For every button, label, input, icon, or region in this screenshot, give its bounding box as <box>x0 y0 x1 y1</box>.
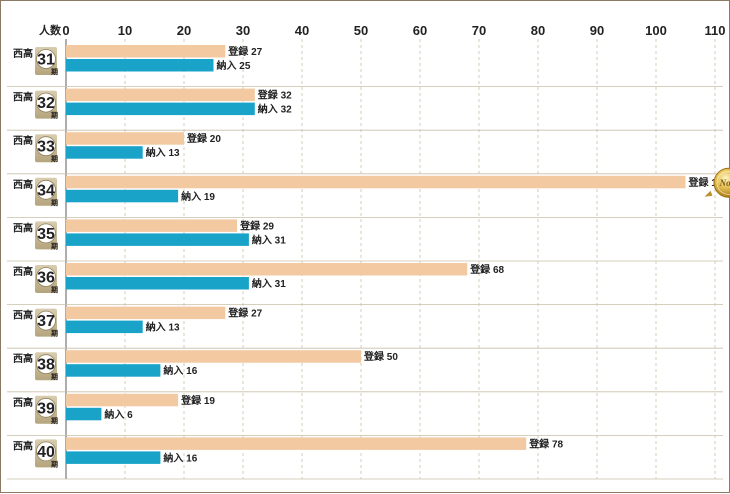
registered-bar <box>66 394 178 407</box>
term-suffix: 期 <box>51 372 58 381</box>
paid-bar <box>66 190 178 203</box>
paid-bar <box>66 364 160 377</box>
paid-bar <box>66 321 143 334</box>
school-label: 西高 <box>13 309 33 322</box>
x-tick-label: 110 <box>705 23 726 38</box>
term-suffix: 期 <box>51 67 58 76</box>
registered-data-label: 登録 78 <box>528 437 563 450</box>
registered-bar <box>66 307 225 320</box>
registered-bar <box>66 176 686 189</box>
paid-bar <box>66 59 214 72</box>
x-tick-label: 50 <box>354 23 368 38</box>
school-label: 西高 <box>13 352 33 365</box>
term-number: 37 <box>37 313 55 330</box>
term-number: 33 <box>37 139 55 156</box>
paid-data-label: 納入 16 <box>163 451 197 464</box>
registered-data-label: 登録 32 <box>257 89 292 102</box>
paid-data-label: 納入 19 <box>181 190 215 203</box>
x-tick-label: 20 <box>177 23 191 38</box>
school-label: 西高 <box>13 396 33 409</box>
term-suffix: 期 <box>51 329 58 338</box>
paid-data-label: 納入 13 <box>146 321 180 334</box>
x-tick-label: 90 <box>590 23 604 38</box>
registered-bar <box>66 89 255 102</box>
paid-data-label: 納入 31 <box>252 233 286 246</box>
paid-bar <box>66 103 255 116</box>
x-tick-label: 60 <box>413 23 427 38</box>
term-suffix: 期 <box>51 459 58 468</box>
term-suffix: 期 <box>51 198 58 207</box>
paid-data-label: 納入 6 <box>104 408 133 421</box>
x-tick-label: 30 <box>236 23 250 38</box>
registered-bar <box>66 132 184 145</box>
paid-data-label: 納入 32 <box>258 103 292 116</box>
medal-text: No.1 <box>719 178 730 188</box>
school-label: 西高 <box>13 178 33 191</box>
term-number: 35 <box>37 226 55 243</box>
paid-bar <box>66 451 160 464</box>
paid-bar <box>66 146 143 159</box>
registered-data-label: 登録 19 <box>180 394 215 407</box>
x-tick-label: 80 <box>531 23 545 38</box>
registered-bar <box>66 219 237 232</box>
paid-bar <box>66 233 249 246</box>
school-label: 西高 <box>13 91 33 104</box>
term-number: 40 <box>37 444 55 461</box>
registered-bar <box>66 45 225 58</box>
term-number: 31 <box>37 52 55 69</box>
registered-bar <box>66 350 361 363</box>
registered-data-label: 登録 27 <box>227 45 262 58</box>
paid-data-label: 納入 31 <box>252 277 286 290</box>
term-suffix: 期 <box>51 241 58 250</box>
paid-bar <box>66 408 101 421</box>
term-number: 36 <box>37 270 55 287</box>
paid-data-label: 納入 25 <box>217 59 251 72</box>
school-label: 西高 <box>13 439 33 452</box>
registered-data-label: 登録 27 <box>227 307 262 320</box>
paid-data-label: 納入 13 <box>146 146 180 159</box>
term-number: 39 <box>37 400 55 417</box>
school-label: 西高 <box>13 47 33 60</box>
registered-data-label: 登録 50 <box>363 350 398 363</box>
registered-data-label: 登録 29 <box>239 219 274 232</box>
registered-bar <box>66 437 526 450</box>
school-label: 西高 <box>13 265 33 278</box>
term-number: 34 <box>37 182 55 199</box>
term-number: 38 <box>37 357 55 374</box>
school-label: 西高 <box>13 134 33 147</box>
registered-bar <box>66 263 467 276</box>
registered-data-label: 登録 68 <box>469 263 504 276</box>
y-axis-title: 人数 <box>39 23 62 37</box>
term-number: 32 <box>37 95 55 112</box>
registered-data-label: 登録 20 <box>186 132 221 145</box>
x-tick-label: 70 <box>472 23 486 38</box>
term-suffix: 期 <box>51 285 58 294</box>
paid-data-label: 納入 16 <box>163 364 197 377</box>
x-tick-label: 0 <box>62 23 69 38</box>
school-label: 西高 <box>13 221 33 234</box>
x-tick-label: 10 <box>118 23 132 38</box>
paid-bar <box>66 277 249 290</box>
x-tick-label: 40 <box>295 23 309 38</box>
term-suffix: 期 <box>51 111 58 120</box>
x-tick-label: 100 <box>645 23 667 38</box>
term-suffix: 期 <box>51 154 58 163</box>
term-suffix: 期 <box>51 416 58 425</box>
